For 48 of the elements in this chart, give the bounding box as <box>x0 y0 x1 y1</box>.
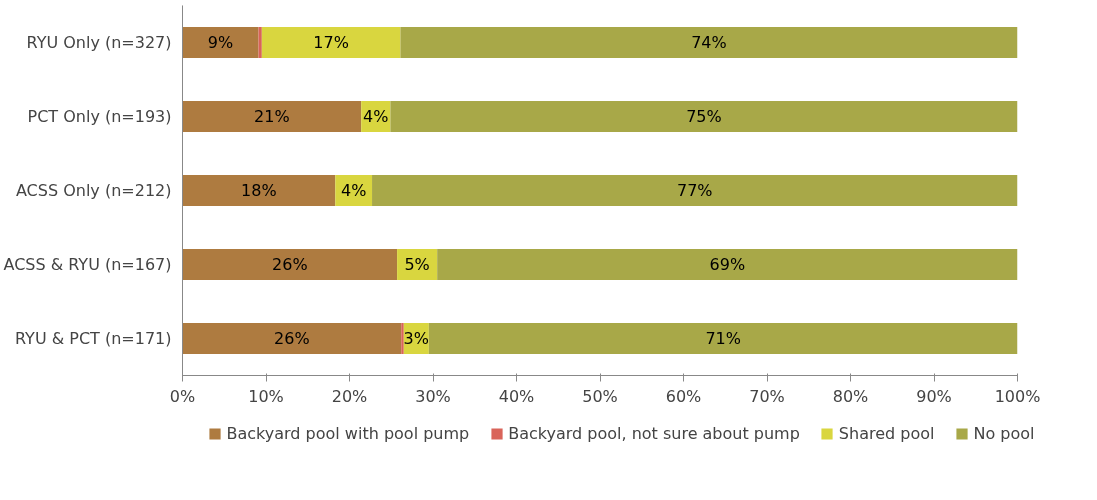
y-tick-label: ACSS Only (n=212) <box>15 181 172 200</box>
y-tick-label: PCT Only (n=193) <box>27 107 172 126</box>
data-label: 17% <box>313 33 349 52</box>
x-tick-label: 50% <box>582 386 618 406</box>
data-label: 69% <box>709 255 746 274</box>
bar <box>401 322 404 355</box>
data-label: 74% <box>691 33 727 52</box>
x-tick-label: 70% <box>749 386 785 406</box>
x-tick-label: 20% <box>331 386 368 406</box>
x-tick-label: 80% <box>832 386 869 406</box>
data-label: 4% <box>363 107 389 126</box>
bar <box>182 100 362 133</box>
bar <box>261 26 401 59</box>
bar <box>372 174 1018 207</box>
y-tick-label: RYU Only (n=327) <box>26 33 172 52</box>
bar <box>428 322 1018 355</box>
data-label: 18% <box>241 181 277 200</box>
bar <box>437 248 1018 281</box>
data-label: 77% <box>676 181 713 200</box>
data-label: 26% <box>274 329 310 348</box>
x-tick-label: 60% <box>665 386 702 406</box>
data-label: 71% <box>705 329 741 348</box>
y-tick-label: ACSS & RYU (n=167) <box>3 255 172 274</box>
bar <box>182 174 336 207</box>
legend-label: Backyard pool, not sure about pump <box>508 423 800 443</box>
data-label: 75% <box>686 107 722 126</box>
x-tick-label: 10% <box>248 386 284 406</box>
x-tick-label: 40% <box>498 386 535 406</box>
y-tick-label: RYU & PCT (n=171) <box>15 329 172 348</box>
data-label: 3% <box>403 329 429 348</box>
data-label: 9% <box>207 33 234 52</box>
bar <box>182 26 259 59</box>
x-tick-label: 100% <box>994 386 1041 406</box>
bar <box>400 26 1018 59</box>
bar <box>182 248 398 281</box>
x-tick-label: 30% <box>415 386 451 406</box>
x-tick-label: 0% <box>169 386 196 406</box>
legend-label: Shared pool <box>838 423 935 443</box>
data-label: 26% <box>272 255 308 274</box>
legend-label: No pool <box>973 423 1035 443</box>
x-tick-label: 90% <box>916 386 952 406</box>
data-label: 21% <box>254 107 290 126</box>
data-label: 5% <box>404 255 430 274</box>
bar <box>258 26 262 59</box>
legend-label: Backyard pool with pool pump <box>226 423 470 443</box>
bar <box>390 100 1018 133</box>
bar <box>182 322 402 355</box>
data-label: 4% <box>340 181 367 200</box>
